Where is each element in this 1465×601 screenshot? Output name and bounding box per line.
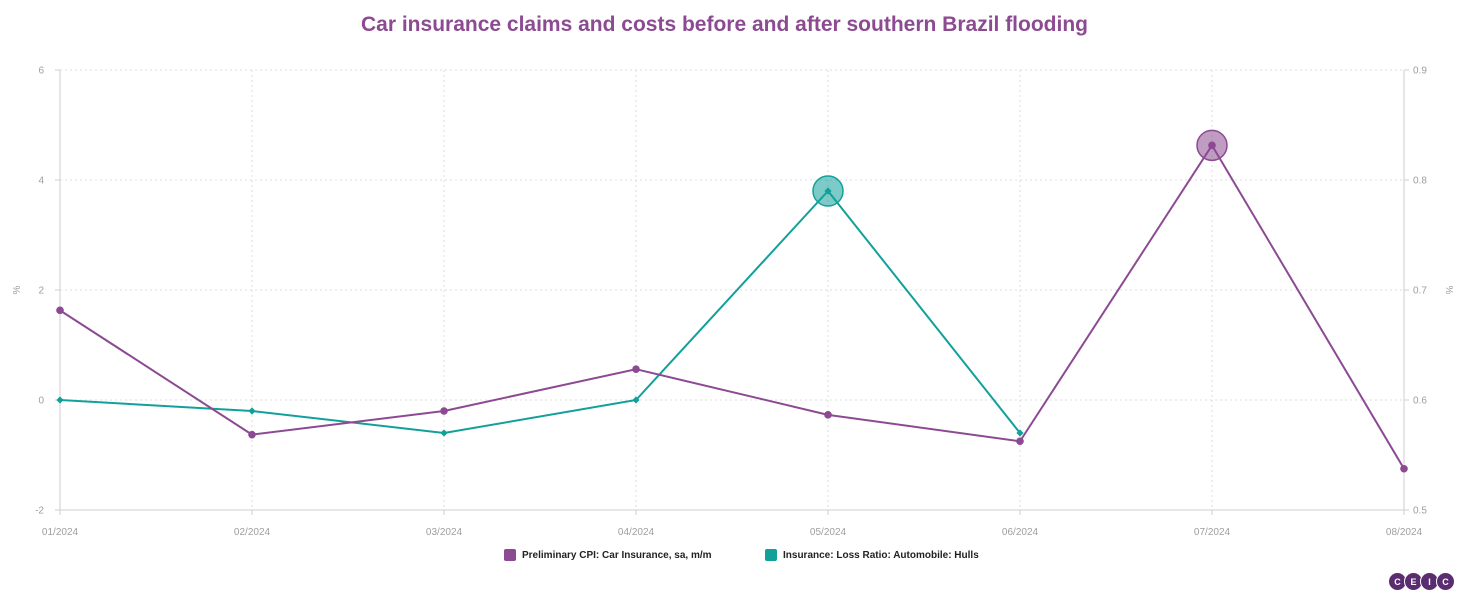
data-point-loss-ratio	[440, 429, 448, 437]
chart-title: Car insurance claims and costs before an…	[361, 13, 1088, 36]
x-tick-label: 07/2024	[1194, 527, 1231, 538]
data-point-loss-ratio	[824, 187, 832, 195]
legend-label-cpi: Preliminary CPI: Car Insurance, sa, m/m	[522, 549, 712, 561]
y-right-tick-label: 0.6	[1413, 396, 1427, 407]
legend-swatch-loss-ratio	[765, 549, 777, 561]
x-tick-label: 02/2024	[234, 527, 271, 538]
chart-legend: Preliminary CPI: Car Insurance, sa, m/m …	[0, 549, 1465, 565]
x-tick-label: 03/2024	[426, 527, 463, 538]
legend-item-cpi[interactable]: Preliminary CPI: Car Insurance, sa, m/m	[504, 549, 712, 561]
x-tick-label: 05/2024	[810, 527, 847, 538]
brand-letter: C	[1436, 572, 1455, 591]
y-right-axis-label: %	[1443, 286, 1454, 295]
y-left-tick-label: 0	[38, 396, 44, 407]
data-point-loss-ratio	[632, 396, 640, 404]
data-point-cpi	[440, 407, 448, 415]
y-right-tick-label: 0.7	[1413, 286, 1427, 297]
data-point-loss-ratio	[56, 396, 64, 404]
x-tick-label: 04/2024	[618, 527, 655, 538]
data-point-cpi	[1208, 141, 1216, 150]
data-point-cpi	[56, 306, 64, 315]
y-left-tick-label: 4	[38, 176, 44, 187]
series-line-loss-ratio	[59, 190, 1021, 434]
y-right-tick-label: 0.9	[1413, 66, 1427, 77]
y-left-tick-label: 6	[38, 66, 44, 77]
x-tick-label: 01/2024	[42, 527, 79, 538]
data-point-cpi	[1400, 464, 1408, 473]
y-left-tick-label: -2	[35, 506, 44, 517]
data-point-cpi	[824, 411, 832, 419]
y-left-tick-label: 2	[38, 286, 44, 297]
x-tick-label: 08/2024	[1386, 527, 1423, 538]
series-line-cpi	[59, 144, 1405, 470]
legend-swatch-cpi	[504, 549, 516, 561]
data-point-cpi	[248, 430, 256, 439]
data-point-cpi	[1016, 437, 1024, 446]
y-right-tick-label: 0.5	[1413, 506, 1427, 517]
legend-label-loss-ratio: Insurance: Loss Ratio: Automobile: Hulls	[783, 549, 979, 561]
data-point-cpi	[632, 365, 640, 374]
y-right-tick-label: 0.8	[1413, 176, 1427, 187]
data-point-loss-ratio	[248, 407, 256, 415]
legend-item-loss-ratio[interactable]: Insurance: Loss Ratio: Automobile: Hulls	[765, 549, 979, 561]
y-left-axis-label: %	[12, 285, 23, 294]
data-point-loss-ratio	[1016, 429, 1024, 437]
brand-logo: C E I C	[1388, 572, 1455, 591]
x-tick-label: 06/2024	[1002, 527, 1039, 538]
